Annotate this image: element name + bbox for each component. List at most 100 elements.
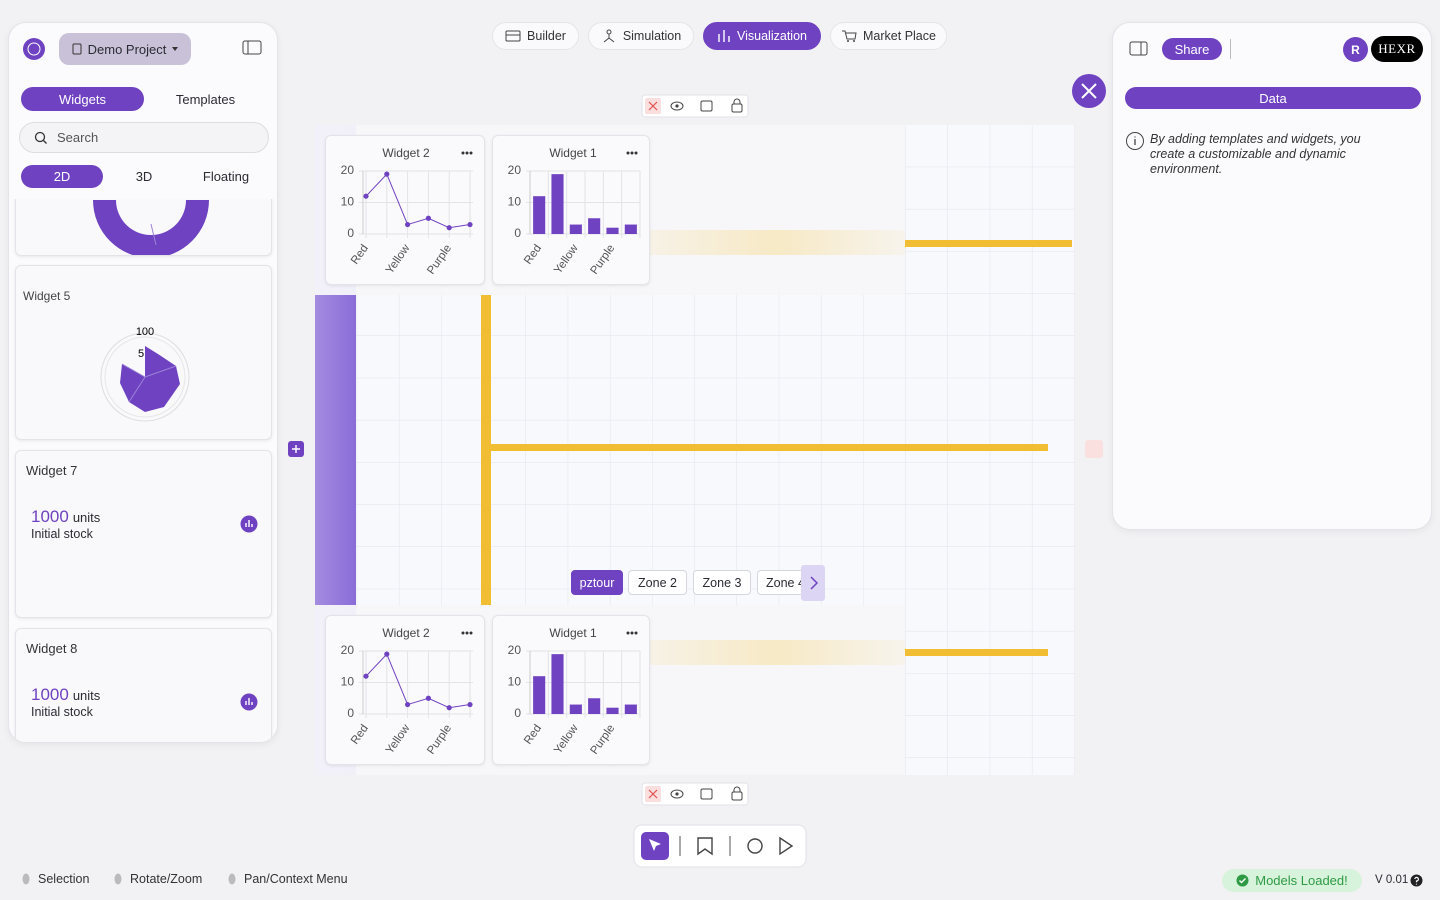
bar [624, 704, 637, 714]
nav-market[interactable]: Market Place [830, 22, 947, 50]
menu-dot [630, 151, 634, 155]
glow [650, 640, 905, 665]
zone-tab[interactable]: Zone 2 [628, 570, 687, 595]
x-tick-label: Purple [589, 723, 618, 757]
widget-card[interactable]: Widget 7 1000 units Initial stock [15, 450, 272, 618]
point [446, 705, 452, 711]
nav-label: Builder [527, 29, 566, 43]
kpi-unit: units [72, 688, 101, 703]
marker[interactable] [1085, 440, 1103, 458]
menu-dot [465, 631, 469, 635]
zone-next[interactable] [801, 565, 825, 601]
nav-simulation[interactable]: Simulation [588, 22, 694, 50]
share-button[interactable]: Share [1162, 38, 1222, 60]
panel-toggle[interactable] [1129, 41, 1149, 57]
y-tick-label: 10 [508, 195, 522, 209]
bar [533, 676, 546, 714]
nav-label: Simulation [622, 29, 682, 43]
kpi-label: Initial stock [31, 527, 93, 541]
tab-widgets[interactable]: Widgets [21, 87, 144, 111]
zone-tab[interactable]: pztour [571, 570, 623, 595]
widget-card[interactable]: Widget 2 0 10 20 Red Yellow Purple [325, 615, 485, 765]
zone-tab[interactable]: Zone 4 [757, 570, 805, 595]
x-tick-label: Yellow [552, 722, 581, 756]
r-tick-label: 100 [136, 326, 154, 338]
tab-data[interactable]: Data [1125, 87, 1421, 109]
line [365, 653, 471, 709]
chart-title: Widget 1 [549, 626, 597, 640]
widget-card[interactable]: Widget 8 1000 units Initial stock [15, 628, 272, 742]
point [425, 695, 431, 701]
nav-visualization[interactable]: Visualization [703, 22, 821, 50]
x-tick-label: Purple [589, 243, 618, 277]
bar [588, 698, 601, 714]
r-tick-label: 5 [138, 348, 144, 360]
x-tick-label: Yellow [384, 722, 413, 756]
widget-card[interactable] [15, 199, 272, 256]
tab-templates[interactable]: Templates [175, 91, 236, 107]
search-box[interactable]: Search [19, 122, 269, 153]
hint-label: Selection [38, 872, 90, 886]
widget-title: Widget 8 [26, 641, 78, 656]
menu-dot [461, 151, 465, 155]
y-tick-label: 20 [508, 163, 522, 177]
hint: Rotate/Zoom [114, 872, 202, 886]
point [363, 193, 369, 199]
x-tick-label: Yellow [552, 242, 581, 276]
widget-card[interactable]: Widget 1 0 10 20 Red Yellow Purple [492, 135, 650, 285]
line [365, 173, 471, 229]
widget-card[interactable]: Widget 5 100 5 [15, 265, 272, 440]
nav-label: Market Place [863, 29, 936, 43]
wall [905, 240, 1072, 247]
menu-dot [626, 631, 630, 635]
widget-card[interactable]: Widget 1 0 10 20 Red Yellow Purple [492, 615, 650, 765]
kpi-icon [240, 515, 258, 533]
bar [533, 196, 546, 234]
bar [606, 227, 619, 234]
menu-dot [626, 151, 630, 155]
widget-card[interactable]: Widget 2 0 10 20 Red Yellow Purple [325, 135, 485, 285]
y-tick-label: 20 [341, 163, 355, 177]
kpi-label: Initial stock [31, 705, 93, 719]
project-button[interactable]: Demo Project [59, 33, 191, 65]
x-tick-label: Purple [425, 243, 454, 277]
point [467, 701, 473, 708]
point [363, 673, 369, 679]
version: V 0.01 [1375, 874, 1409, 886]
menu-dot [634, 151, 638, 155]
bottom-toolbar [633, 824, 807, 868]
hint-label: Pan/Context Menu [244, 872, 348, 886]
help-icon[interactable] [1410, 874, 1423, 887]
bar [551, 174, 564, 234]
bar [551, 654, 564, 714]
zone-toolbar [641, 782, 749, 806]
info-icon [1126, 132, 1144, 150]
glow [650, 230, 905, 255]
menu-dot [461, 631, 465, 635]
mode-2d[interactable]: 2D [21, 165, 103, 188]
chart: Widget 2 0 10 20 Red Yellow Purple [341, 146, 473, 277]
models-label: Models Loaded! [1255, 873, 1348, 888]
mode-3d[interactable]: 3D [135, 169, 153, 184]
point [467, 221, 473, 228]
nav-builder[interactable]: Builder [492, 22, 579, 50]
zone-tab[interactable]: Zone 3 [693, 570, 751, 595]
bar [606, 707, 619, 714]
menu-dot [634, 631, 638, 635]
avatar[interactable]: R [1343, 37, 1368, 62]
chart: Widget 2 0 10 20 Red Yellow Purple [341, 626, 473, 757]
bar [569, 224, 582, 234]
collapse-button[interactable] [242, 40, 262, 56]
x-tick-label: Red [522, 723, 544, 747]
bar [569, 704, 582, 714]
x-tick-label: Purple [425, 723, 454, 757]
y-tick-label: 0 [347, 226, 354, 240]
x-tick-label: Red [349, 243, 371, 267]
mode-floating[interactable]: Floating [202, 169, 250, 184]
y-tick-label: 10 [508, 675, 522, 689]
brand: HEXR [1371, 36, 1423, 62]
widget-title: Widget 7 [26, 463, 78, 478]
widget-title: Widget 5 [23, 289, 71, 303]
point [405, 701, 411, 708]
bar [588, 218, 601, 234]
